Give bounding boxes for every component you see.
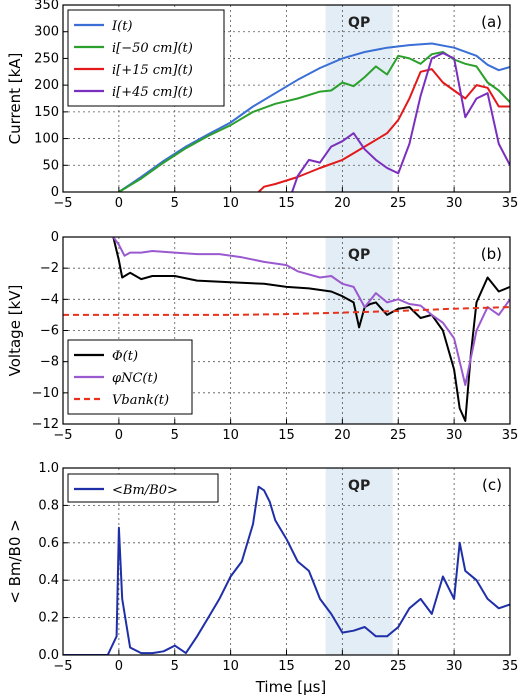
y-axis-label: < Bm/B0 >	[6, 519, 24, 603]
qp-shaded-region	[325, 5, 393, 192]
x-tick-label: 30	[446, 659, 463, 674]
x-tick-label: −5	[53, 428, 72, 443]
y-tick-label: 0	[51, 185, 59, 200]
panel-a: QP−5 0 5 10 15 20 25 30 35050100150200250300350C…	[6, 0, 518, 211]
x-tick-label: 35	[502, 659, 519, 674]
y-tick-label: −6	[40, 324, 59, 339]
y-tick-label: 1.0	[38, 461, 59, 476]
series-line-0	[63, 485, 510, 655]
x-tick-label: 10	[222, 659, 239, 674]
y-tick-label: 0.6	[38, 536, 59, 551]
y-tick-label: 200	[34, 78, 59, 93]
x-tick-label: 25	[390, 428, 407, 443]
y-tick-label: 300	[34, 25, 59, 40]
panel-b: QP −5 0 5 10 15 20 25 30 35 −12 −10 −8 −6 −4 −2 0 Voltage…	[6, 230, 518, 443]
series-line-2	[63, 306, 510, 316]
legend-entry: <Bm/B0>	[112, 483, 178, 498]
x-tick-label: 30	[446, 196, 463, 211]
y-tick-label: 50	[42, 158, 59, 173]
legend-entry: φNC(t)	[112, 371, 158, 386]
x-tick-label: 0	[115, 659, 123, 674]
x-tick-label: 15	[278, 659, 295, 674]
y-tick-label: 0.2	[38, 611, 59, 626]
y-tick-label: −2	[40, 261, 59, 276]
x-tick-label: 30	[446, 428, 463, 443]
x-tick-label: 20	[334, 659, 351, 674]
legend-entry: i[+45 cm](t)	[112, 85, 193, 100]
series-line-1	[112, 237, 510, 386]
y-tick-label: −12	[32, 417, 59, 432]
y-tick-label: −10	[32, 386, 59, 401]
x-tick-label: 25	[390, 196, 407, 211]
y-axis-label: Voltage [kV]	[6, 285, 24, 377]
x-tick-label: 10	[222, 196, 239, 211]
x-tick-label: 0	[115, 196, 123, 211]
legend-entry: I(t)	[111, 19, 133, 34]
legend: <Bm/B0>	[67, 473, 219, 503]
y-tick-label: 0	[51, 230, 59, 245]
x-tick-label: 35	[502, 196, 519, 211]
x-tick-label: 35	[502, 428, 519, 443]
legend-entry: i[−50 cm](t)	[112, 41, 193, 56]
x-tick-label: −5	[53, 196, 72, 211]
panel-c: QP −5 0 5 10 15 20 25 30 35 0.0 0.2 0.4 0.6 0.8 1.0 < Bm…	[6, 461, 518, 674]
y-tick-label: 350	[34, 0, 59, 13]
x-tick-label: −5	[53, 659, 72, 674]
qp-shaded-region	[325, 468, 393, 655]
x-tick-label: 25	[390, 659, 407, 674]
y-tick-label: 0.4	[38, 573, 59, 588]
series-group	[118, 42, 510, 192]
y-tick-label: −8	[40, 355, 59, 370]
x-tick-label: 20	[334, 196, 351, 211]
x-tick-label: 15	[278, 428, 295, 443]
x-tick-label: 5	[171, 196, 179, 211]
panel-label: (a)	[481, 13, 502, 31]
series-group	[63, 237, 510, 422]
series-group	[63, 485, 510, 655]
legend-entry: i[+15 cm](t)	[112, 63, 193, 78]
qp-label: QP	[348, 478, 370, 494]
x-tick-label: 5	[171, 659, 179, 674]
legend-entry: Φ(t)	[112, 349, 138, 364]
x-tick-label: 15	[278, 196, 295, 211]
x-axis-label: Time [μs]	[255, 678, 327, 696]
y-tick-label: 0.0	[38, 648, 59, 663]
panel-label: (b)	[481, 245, 502, 263]
y-tick-label: −4	[40, 292, 59, 307]
x-tick-label: 10	[222, 428, 239, 443]
legend-entry: Vbank(t)	[112, 393, 169, 408]
qp-label: QP	[348, 15, 370, 31]
y-tick-label: 150	[34, 105, 59, 120]
series-line-3	[291, 52, 510, 192]
y-tick-label: 250	[34, 51, 59, 66]
series-line-1	[118, 51, 510, 192]
legend: I(t) i[−50 cm](t) i[+15 cm](t) i[+45 cm](t)	[67, 9, 225, 107]
x-tick-label: 5	[171, 428, 179, 443]
series-line-0	[118, 42, 510, 192]
y-tick-label: 100	[34, 132, 59, 147]
panel-label: (c)	[482, 476, 502, 494]
x-tick-label: 0	[115, 428, 123, 443]
qp-label: QP	[348, 247, 370, 263]
legend: Φ(t) φNC(t) Vbank(t)	[67, 339, 193, 415]
y-tick-label: 0.8	[38, 498, 59, 513]
y-axis-label: Current [kA]	[6, 53, 24, 145]
x-tick-label: 20	[334, 428, 351, 443]
